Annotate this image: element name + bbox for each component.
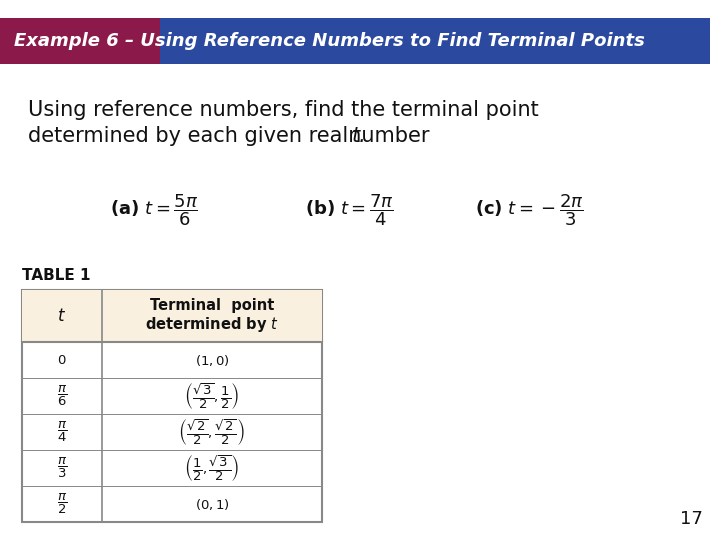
Bar bbox=[22, 290, 322, 522]
Text: $(1,0)$: $(1,0)$ bbox=[194, 353, 230, 368]
Bar bbox=[0, 18, 160, 64]
Text: $\mathbf{(c)}\ \mathit{t} = -\dfrac{2\pi}{3}$: $\mathbf{(c)}\ \mathit{t} = -\dfrac{2\pi… bbox=[475, 192, 584, 228]
Text: 17: 17 bbox=[680, 510, 703, 528]
Text: $\dfrac{\pi}{2}$: $\dfrac{\pi}{2}$ bbox=[57, 492, 67, 516]
Text: $t$: $t$ bbox=[58, 307, 66, 325]
Text: $\dfrac{\pi}{3}$: $\dfrac{\pi}{3}$ bbox=[57, 456, 67, 480]
Bar bbox=[160, 18, 710, 64]
Text: $0$: $0$ bbox=[58, 354, 67, 367]
Text: $\mathbf{(a)}\ \mathit{t} = \dfrac{5\pi}{6}$: $\mathbf{(a)}\ \mathit{t} = \dfrac{5\pi}… bbox=[110, 192, 198, 228]
Text: $\left(\dfrac{1}{2},\dfrac{\sqrt{3}}{2}\right)$: $\left(\dfrac{1}{2},\dfrac{\sqrt{3}}{2}\… bbox=[184, 453, 240, 483]
Text: Example 6 – Using Reference Numbers to Find Terminal Points: Example 6 – Using Reference Numbers to F… bbox=[14, 32, 645, 50]
Text: Using reference numbers, find the terminal point: Using reference numbers, find the termin… bbox=[28, 100, 539, 120]
Text: Terminal  point
determined by $t$: Terminal point determined by $t$ bbox=[145, 298, 279, 334]
Bar bbox=[22, 290, 322, 342]
Text: TABLE 1: TABLE 1 bbox=[22, 268, 91, 283]
Text: $\left(\dfrac{\sqrt{2}}{2},\dfrac{\sqrt{2}}{2}\right)$: $\left(\dfrac{\sqrt{2}}{2},\dfrac{\sqrt{… bbox=[179, 417, 246, 447]
Text: $\mathbf{(b)}\ \mathit{t} = \dfrac{7\pi}{4}$: $\mathbf{(b)}\ \mathit{t} = \dfrac{7\pi}… bbox=[305, 192, 394, 228]
Text: t.: t. bbox=[352, 126, 366, 146]
Text: $\dfrac{\pi}{4}$: $\dfrac{\pi}{4}$ bbox=[57, 420, 67, 444]
Text: determined by each given realnumber: determined by each given realnumber bbox=[28, 126, 436, 146]
Text: $(0,1)$: $(0,1)$ bbox=[194, 496, 230, 511]
Text: $\dfrac{\pi}{6}$: $\dfrac{\pi}{6}$ bbox=[57, 384, 67, 408]
Text: $\left(\dfrac{\sqrt{3}}{2},\dfrac{1}{2}\right)$: $\left(\dfrac{\sqrt{3}}{2},\dfrac{1}{2}\… bbox=[184, 381, 240, 411]
